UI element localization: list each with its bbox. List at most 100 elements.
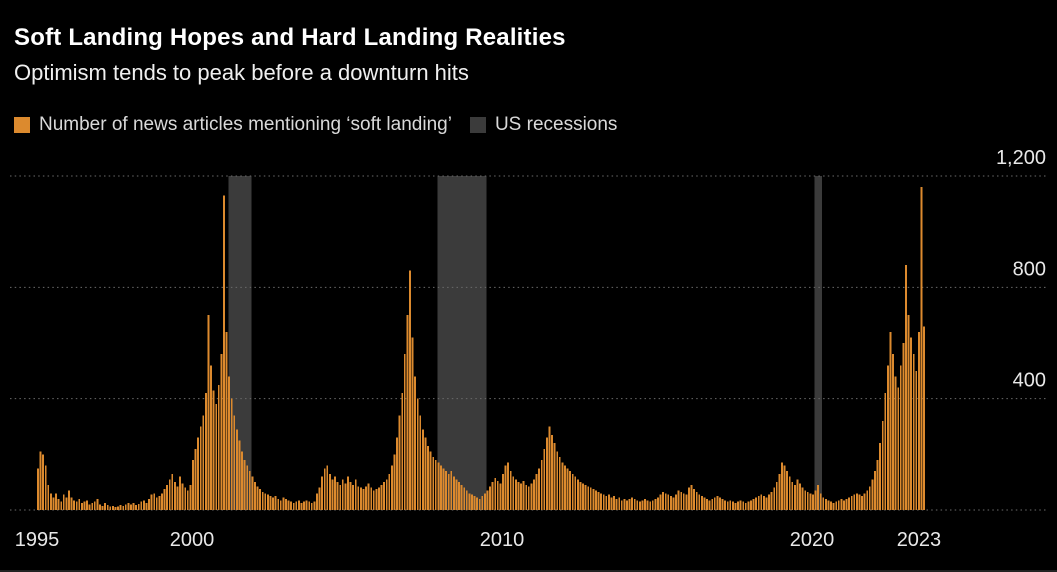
legend-item-articles: Number of news articles mentioning ‘soft… bbox=[14, 114, 452, 136]
bar bbox=[269, 496, 272, 510]
bar bbox=[830, 501, 832, 510]
bar bbox=[685, 494, 688, 510]
x-axis-tick-label: 2010 bbox=[480, 529, 525, 551]
legend-label-recessions: US recessions bbox=[494, 114, 618, 135]
bar bbox=[305, 500, 308, 510]
bar bbox=[246, 465, 249, 510]
bar bbox=[60, 501, 63, 510]
bar bbox=[809, 493, 812, 510]
bar bbox=[478, 498, 481, 510]
bar bbox=[641, 500, 644, 510]
bar bbox=[465, 490, 468, 510]
bar bbox=[620, 500, 623, 510]
y-axis-tick-label: 800 bbox=[1013, 258, 1046, 280]
bar bbox=[83, 501, 86, 510]
bar bbox=[186, 490, 189, 510]
bar bbox=[644, 498, 646, 510]
recession-band bbox=[437, 176, 487, 510]
bar bbox=[406, 315, 409, 510]
bar bbox=[272, 497, 274, 510]
bar bbox=[879, 443, 882, 510]
bar bbox=[88, 504, 91, 510]
bar bbox=[626, 500, 628, 510]
bar bbox=[109, 506, 112, 510]
bar bbox=[243, 459, 246, 510]
bar bbox=[868, 486, 871, 510]
bar bbox=[93, 501, 96, 510]
bar bbox=[822, 497, 825, 510]
bar bbox=[130, 504, 132, 510]
bar bbox=[894, 376, 897, 510]
bar bbox=[517, 482, 520, 510]
bar bbox=[440, 465, 442, 510]
bar bbox=[920, 187, 923, 510]
bar bbox=[548, 426, 551, 510]
bar bbox=[140, 501, 143, 510]
bar bbox=[494, 477, 497, 510]
bar bbox=[155, 497, 158, 510]
bar bbox=[874, 471, 876, 510]
bar bbox=[899, 365, 902, 510]
bar bbox=[292, 503, 295, 510]
bar bbox=[380, 484, 383, 510]
x-axis-tick-label: 2023 bbox=[897, 529, 942, 551]
bar bbox=[251, 476, 254, 510]
bar bbox=[347, 476, 349, 510]
chart-title: Soft Landing Hopes and Hard Landing Real… bbox=[14, 24, 566, 51]
bar bbox=[855, 493, 858, 510]
bar bbox=[638, 501, 641, 510]
bar bbox=[274, 496, 277, 510]
bar bbox=[731, 501, 734, 510]
bar bbox=[651, 500, 654, 510]
bar bbox=[571, 473, 574, 510]
recession-band bbox=[814, 176, 823, 510]
bar bbox=[442, 468, 445, 510]
bar bbox=[724, 500, 727, 510]
bar bbox=[212, 390, 215, 510]
bar bbox=[65, 497, 68, 510]
bar bbox=[773, 487, 776, 510]
bar bbox=[365, 486, 367, 510]
bar bbox=[530, 483, 533, 510]
bar bbox=[476, 497, 479, 510]
bar bbox=[564, 465, 566, 510]
bar bbox=[499, 483, 502, 510]
bar bbox=[871, 479, 874, 510]
bar bbox=[633, 498, 636, 510]
bar bbox=[721, 498, 724, 510]
bar bbox=[752, 498, 755, 510]
bar bbox=[750, 500, 752, 510]
bar bbox=[210, 365, 212, 510]
bar bbox=[285, 498, 287, 510]
bar bbox=[812, 494, 814, 510]
bar bbox=[416, 398, 419, 510]
bar bbox=[610, 497, 613, 510]
bar bbox=[375, 489, 378, 510]
bar bbox=[468, 493, 471, 510]
bar bbox=[512, 476, 515, 510]
bar bbox=[667, 494, 670, 510]
bar bbox=[308, 501, 311, 510]
y-axis-tick-label: 1,200 bbox=[996, 147, 1046, 169]
bar bbox=[316, 493, 318, 510]
bar bbox=[576, 479, 579, 510]
bar bbox=[215, 404, 218, 510]
bar bbox=[181, 483, 184, 510]
series-swatch-icon bbox=[14, 117, 30, 133]
bar bbox=[535, 473, 538, 510]
bar bbox=[607, 494, 610, 510]
bar bbox=[452, 476, 455, 510]
bar bbox=[471, 494, 473, 510]
bar bbox=[199, 426, 202, 510]
bar bbox=[390, 465, 393, 510]
bar bbox=[158, 496, 161, 510]
bar bbox=[729, 500, 732, 510]
bar bbox=[556, 451, 559, 510]
bar bbox=[344, 483, 347, 510]
bar bbox=[861, 496, 863, 510]
y-axis-labels: 400 800 1,200 bbox=[996, 147, 1046, 392]
bar bbox=[419, 415, 422, 510]
bar bbox=[886, 365, 889, 510]
bar bbox=[525, 484, 528, 510]
bar bbox=[566, 468, 569, 510]
